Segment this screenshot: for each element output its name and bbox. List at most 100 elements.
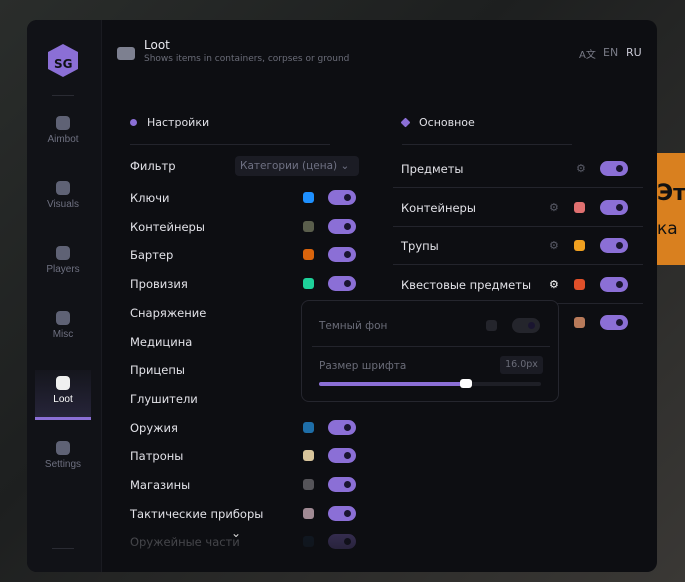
main-item-toggle[interactable] (600, 315, 628, 330)
category-label: Патроны (130, 449, 184, 464)
dots-icon (56, 311, 70, 325)
settings-title: Настройки (147, 116, 210, 129)
main-item-toggle[interactable] (600, 161, 628, 176)
divider (52, 95, 74, 96)
settings-heading: Настройки (130, 116, 209, 129)
gear-icon[interactable]: ⚙ (576, 162, 586, 175)
list-icon (56, 441, 70, 455)
sidebar-item-misc[interactable]: Misc (35, 305, 91, 355)
category-toggle[interactable] (328, 247, 356, 263)
banner-text: Эт (657, 181, 685, 206)
scroll-fade (115, 528, 375, 572)
font-size-value[interactable]: 16.0px (500, 356, 543, 374)
users-icon (56, 246, 70, 260)
sidebar-item-players[interactable]: Players (35, 240, 91, 290)
sidebar-item-loot[interactable]: Loot (35, 370, 91, 420)
main-item-toggle[interactable] (600, 199, 628, 215)
category-label: Прицепы (130, 363, 185, 378)
color-swatch[interactable] (303, 278, 314, 290)
toolbox-icon (56, 376, 70, 390)
category-label: Тактические приборы (130, 506, 264, 521)
dark-bg-toggle[interactable] (512, 318, 540, 333)
alien-icon (56, 116, 70, 130)
main-heading: Основное (400, 116, 475, 129)
diamond-icon (400, 117, 411, 128)
lang-ru[interactable]: RU (626, 46, 642, 59)
settings-popup: Темный фон Размер шрифта 16.0px (301, 300, 559, 402)
main-item-label: Квестовые предметы (401, 277, 532, 292)
category-toggle[interactable] (328, 419, 356, 435)
divider (393, 264, 643, 265)
divider (393, 225, 643, 227)
gear-icon[interactable]: ⚙ (549, 200, 559, 214)
category-label: Оружия (130, 420, 178, 435)
sidebar-item-label: Loot (53, 394, 73, 405)
category-label: Контейнеры (130, 219, 205, 234)
svg-text:SG: SG (54, 57, 73, 71)
category-label: Бартер (130, 248, 174, 263)
sidebar-item-label: Players (46, 264, 80, 275)
page-subtitle: Shows items in containers, corpses or gr… (144, 54, 350, 64)
gear-icon (130, 119, 137, 126)
sidebar-item-label: Settings (44, 459, 82, 470)
color-swatch[interactable] (574, 201, 585, 213)
color-swatch[interactable] (574, 278, 585, 290)
color-swatch[interactable] (486, 320, 497, 331)
color-swatch[interactable] (303, 220, 314, 232)
sidebar-item-settings[interactable]: Settings (35, 435, 91, 485)
filter-label: Фильтр (130, 159, 176, 173)
category-toggle[interactable] (328, 448, 356, 464)
sidebar: SG Aimbot Visuals Players Misc Loot Settings (27, 20, 102, 572)
gear-icon[interactable]: ⚙ (549, 277, 559, 291)
gear-icon[interactable]: ⚙ (549, 239, 559, 252)
color-swatch[interactable] (303, 450, 314, 462)
divider (130, 144, 330, 145)
filter-select[interactable]: Категории (цена) ⌄ (235, 156, 359, 176)
category-label: Глушители (130, 391, 198, 406)
color-swatch[interactable] (303, 479, 314, 490)
sidebar-item-label: Misc (52, 329, 74, 340)
page-title: Loot (144, 38, 170, 52)
color-swatch[interactable] (303, 192, 314, 203)
font-size-label: Размер шрифта (319, 360, 407, 372)
font-size-slider[interactable] (319, 379, 541, 388)
translate-icon: A文 (579, 50, 596, 61)
slider-fill (319, 382, 466, 386)
logo-icon: SG (48, 44, 78, 77)
category-toggle[interactable] (328, 218, 356, 234)
category-label: Магазины (130, 478, 191, 492)
category-toggle[interactable] (328, 276, 356, 292)
main-item-toggle[interactable] (600, 276, 628, 292)
toolbox-icon (117, 47, 135, 60)
divider (393, 187, 643, 188)
sidebar-item-label: Visuals (46, 199, 80, 210)
divider (402, 144, 572, 145)
category-label: Снаряжение (130, 305, 207, 320)
slider-handle[interactable] (459, 379, 472, 388)
category-toggle[interactable] (328, 477, 356, 492)
main-item-label: Предметы (401, 162, 464, 176)
filter-value: Категории (цена) (240, 160, 338, 172)
banner-text: ка (657, 219, 678, 239)
category-label: Провизия (130, 277, 188, 292)
category-toggle[interactable] (328, 505, 356, 521)
color-swatch[interactable] (574, 317, 585, 328)
main-item-label: Трупы (401, 239, 439, 253)
color-swatch[interactable] (303, 421, 314, 433)
dark-bg-label: Темный фон (319, 320, 388, 332)
sidebar-item-visuals[interactable]: Visuals (35, 175, 91, 225)
divider (52, 548, 74, 549)
color-swatch[interactable] (303, 249, 314, 261)
main-title: Основное (419, 116, 475, 129)
sidebar-item-aimbot[interactable]: Aimbot (35, 110, 91, 160)
category-toggle[interactable] (328, 190, 356, 205)
lang-en[interactable]: EN (603, 46, 619, 59)
vr-glasses-icon (56, 181, 70, 195)
main-item-toggle[interactable] (600, 238, 628, 253)
scroll-down-chevron-icon[interactable]: ⌄ (231, 526, 242, 540)
background-banner: Эт ка (657, 153, 685, 265)
category-label: Ключи (130, 191, 170, 205)
color-swatch[interactable] (574, 240, 585, 251)
main-item-label: Контейнеры (401, 200, 476, 215)
color-swatch[interactable] (303, 507, 314, 519)
